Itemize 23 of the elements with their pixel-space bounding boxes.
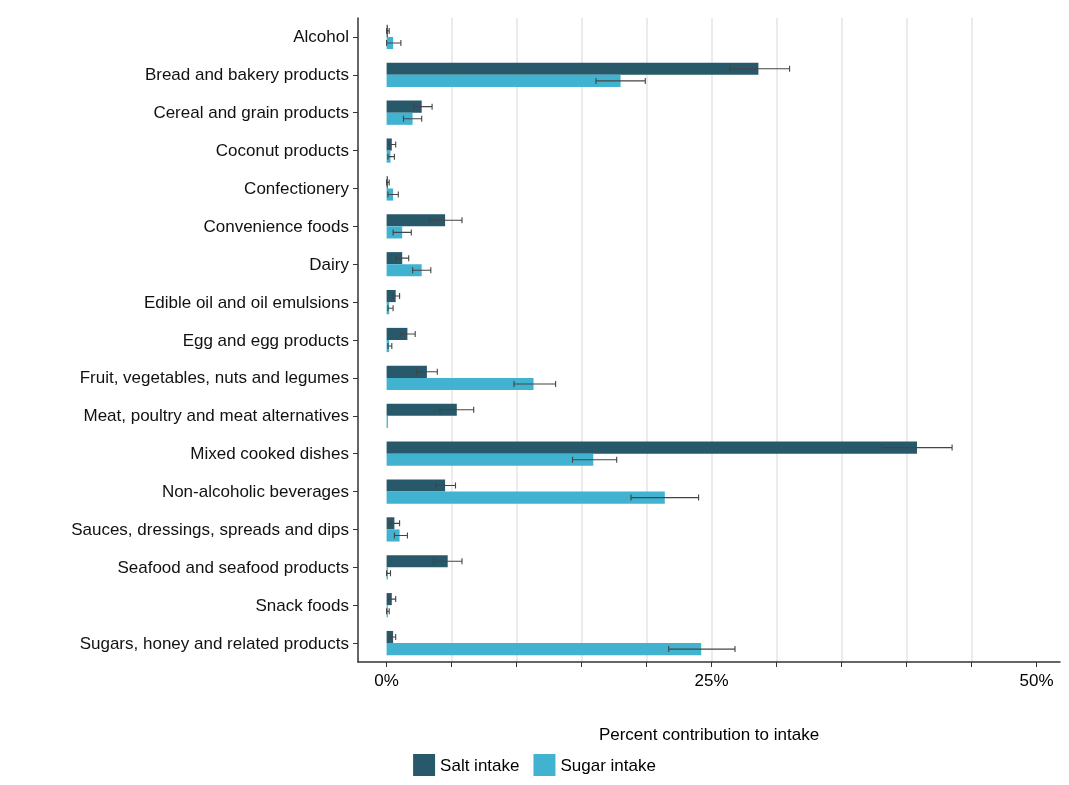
y-tick-label: Seafood and seafood products <box>117 557 349 577</box>
y-tick-label: Coconut products <box>215 141 349 161</box>
y-tick-label: Dairy <box>309 254 350 274</box>
y-tick-label: Mixed cooked dishes <box>190 444 349 464</box>
y-tick-label: Alcohol <box>293 27 349 47</box>
y-tick-label: Bread and bakery products <box>144 65 349 85</box>
y-tick-label: Confectionery <box>244 178 350 198</box>
y-tick-label: Convenience foods <box>203 216 349 236</box>
y-tick-label: Cereal and grain products <box>153 103 349 123</box>
y-tick-label: Snack foods <box>255 595 349 615</box>
legend-label: Sugar intake <box>560 755 656 775</box>
y-tick-label: Egg and egg products <box>182 330 349 350</box>
x-tick-label: 25% <box>694 671 729 690</box>
y-tick-label: Fruit, vegetables, nuts and legumes <box>79 368 349 388</box>
y-tick-label: Edible oil and oil emulsions <box>143 292 349 312</box>
x-axis-title: Percent contribution to intake <box>598 725 820 744</box>
legend-label: Salt intake <box>440 755 520 775</box>
y-tick-label: Sauces, dressings, spreads and dips <box>71 519 349 539</box>
y-tick-label: Sugars, honey and related products <box>79 633 349 653</box>
y-tick-label: Meat, poultry and meat alternatives <box>83 406 349 426</box>
y-tick-label: Non-alcoholic beverages <box>161 482 349 502</box>
x-tick-label: 0% <box>374 671 399 690</box>
x-tick-label: 50% <box>1019 671 1054 690</box>
